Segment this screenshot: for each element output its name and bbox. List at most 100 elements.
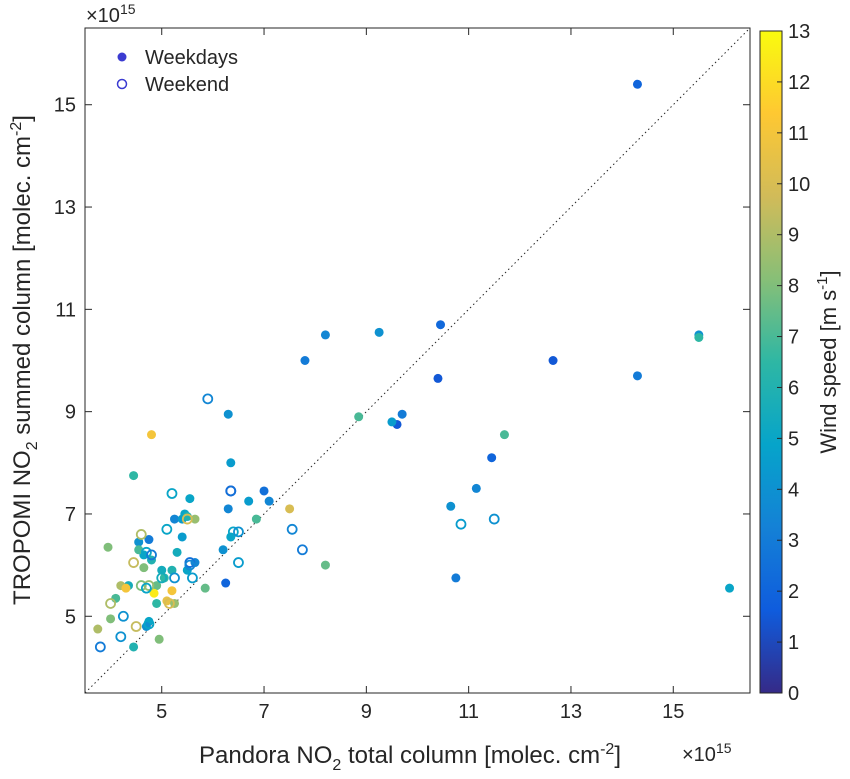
weekday-point (471, 483, 481, 493)
y-axis-ticks: 5 7 9 11 13 15 (54, 95, 750, 628)
weekend-point (156, 572, 168, 584)
weekday-point (264, 496, 274, 506)
weekday-point (499, 430, 509, 440)
x-tick-label: 11 (458, 701, 479, 723)
weekday-point (200, 583, 210, 593)
weekday-point (244, 496, 254, 506)
weekday-point (170, 514, 180, 524)
colorbar-tick-label: 7 (788, 327, 799, 349)
weekday-point (433, 373, 443, 383)
weekend-point (164, 598, 175, 609)
legend-weekend-label: Weekend (145, 74, 229, 96)
weekend-point (233, 526, 244, 538)
weekday-point (154, 634, 164, 644)
y-tick-label: 15 (54, 95, 76, 117)
weekend-point (166, 488, 178, 499)
weekday-point (152, 598, 162, 608)
weekday-point (397, 409, 407, 419)
weekday-point (185, 494, 195, 504)
weekday-point (103, 542, 113, 552)
weekday-point (320, 560, 330, 570)
weekday-point (374, 327, 384, 337)
x-tick-label: 7 (258, 701, 269, 723)
weekend-point (233, 557, 244, 568)
weekday-point (129, 642, 139, 652)
weekday-point (387, 417, 397, 427)
weekday-point (226, 458, 236, 468)
weekday-point (694, 332, 704, 342)
weekday-point (285, 504, 295, 514)
weekday-point (226, 532, 236, 542)
colorbar-tick-label: 1 (788, 632, 799, 654)
colorbar-tick-label: 12 (788, 72, 810, 94)
weekend-point (130, 621, 142, 632)
weekday-point (725, 583, 735, 593)
weekday-point (139, 563, 149, 573)
weekday-point (487, 453, 497, 463)
weekday-point (320, 330, 330, 340)
x-tick-label: 5 (156, 701, 167, 723)
weekday-point (251, 514, 261, 524)
weekend-point (187, 572, 198, 584)
weekday-point (152, 581, 162, 591)
weekend-point (140, 582, 152, 594)
weekday-point (147, 430, 156, 440)
y-tick-label: 13 (54, 197, 76, 219)
legend-weekend-marker (116, 78, 128, 90)
weekday-point (436, 320, 446, 330)
weekday-point (259, 486, 269, 496)
weekend-point (143, 618, 155, 630)
weekday-point (144, 535, 154, 545)
y-tick-label: 9 (65, 402, 76, 424)
one-to-one-line (84, 27, 751, 694)
y-tick-label: 7 (65, 504, 76, 526)
weekday-point (190, 514, 200, 524)
colorbar-tick-label: 13 (788, 21, 810, 43)
weekday-point (149, 588, 159, 598)
weekend-point (161, 523, 173, 535)
weekend-point (286, 523, 298, 535)
weekend-point (128, 557, 139, 568)
colorbar-tick-label: 6 (788, 377, 799, 399)
weekend-point (140, 546, 152, 558)
colorbar-label: Wind speed [m s-1] (814, 270, 841, 453)
weekday-point (221, 578, 231, 588)
weekday-point (157, 565, 167, 575)
weekend-point (94, 641, 106, 653)
weekday-point (134, 545, 144, 555)
weekend-point (143, 580, 155, 591)
weekday-point (167, 586, 177, 596)
weekend-point (135, 580, 147, 591)
x-axis-ticks: 5 7 9 11 13 15 (156, 28, 684, 723)
weekend-point (117, 610, 129, 622)
weekday-point (632, 371, 642, 381)
weekday-point (167, 565, 177, 575)
weekday-point (172, 547, 182, 557)
weekday-point (223, 504, 233, 514)
x-tick-label: 13 (560, 701, 582, 723)
colorbar-tick-label: 5 (788, 428, 799, 450)
weekend-point (184, 559, 196, 571)
weekend-point (146, 549, 157, 561)
colorbar-tick-label: 4 (788, 479, 799, 501)
weekend-point (105, 598, 116, 609)
weekend-point (455, 518, 467, 530)
legend: Weekdays Weekend (116, 47, 238, 96)
weekday-point (129, 471, 139, 481)
weekday-point (223, 409, 233, 419)
colorbar-tick-label: 2 (788, 581, 799, 603)
y-axis-label: TROPOMI NO2 summed column [molec. cm-2] (8, 115, 41, 605)
legend-weekdays-label: Weekdays (145, 47, 238, 69)
weekday-point (93, 624, 103, 634)
weekday-point (182, 565, 192, 575)
weekday-point (134, 537, 144, 547)
colorbar (759, 30, 783, 694)
weekend-point (202, 393, 214, 405)
x-tick-label: 9 (361, 701, 372, 723)
weekday-point (218, 545, 228, 555)
weekend-point (115, 631, 127, 643)
weekday-point (111, 593, 121, 603)
colorbar-tick-label: 0 (788, 683, 799, 705)
